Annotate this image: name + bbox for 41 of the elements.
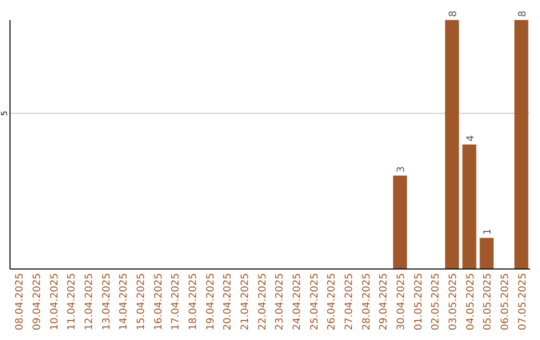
x-tick-label: 07.05.2025 — [517, 273, 528, 330]
x-tick-label: 10.04.2025 — [49, 273, 60, 330]
bar — [514, 20, 528, 269]
x-tick-label: 29.04.2025 — [378, 273, 390, 330]
x-tick-label: 12.04.2025 — [84, 273, 95, 330]
x-tick-label: 18.04.2025 — [188, 273, 199, 330]
x-tick-label: 16.04.2025 — [153, 273, 164, 330]
x-tick-label: 23.04.2025 — [274, 273, 286, 330]
y-tick-label: 5 — [0, 110, 9, 116]
x-tick-label: 15.04.2025 — [136, 273, 147, 330]
x-tick-label: 19.04.2025 — [205, 273, 216, 330]
x-tick-label: 06.05.2025 — [500, 273, 511, 330]
x-tick-label: 30.04.2025 — [396, 273, 407, 330]
x-tick-label: 03.05.2025 — [448, 273, 459, 330]
x-tick-label: 14.04.2025 — [118, 273, 130, 330]
x-tick-label: 25.04.2025 — [309, 273, 320, 330]
x-tick-label: 04.05.2025 — [465, 273, 476, 330]
x-tick-label: 21.04.2025 — [240, 273, 251, 330]
x-tick-label: 17.04.2025 — [170, 273, 182, 330]
x-tick-label: 01.05.2025 — [413, 273, 424, 330]
bar — [393, 176, 407, 269]
data-label: 1 — [482, 228, 494, 235]
x-tick-label: 13.04.2025 — [101, 273, 112, 330]
x-tick-label: 11.04.2025 — [66, 273, 78, 330]
x-tick-label: 09.04.2025 — [32, 273, 43, 330]
data-label: 3 — [396, 166, 407, 173]
x-tick-label: 27.04.2025 — [344, 273, 355, 330]
x-tick-label: 24.04.2025 — [292, 273, 303, 330]
x-tick-label: 20.04.2025 — [222, 273, 234, 330]
x-tick-label: 22.04.2025 — [257, 273, 268, 330]
x-tick-label: 28.04.2025 — [361, 273, 372, 330]
bar — [480, 238, 494, 269]
x-tick-label: 08.04.2025 — [14, 273, 26, 330]
x-tick-label: 05.05.2025 — [482, 273, 494, 330]
x-tick-label: 26.04.2025 — [326, 273, 338, 330]
data-label: 4 — [465, 135, 476, 142]
data-label: 8 — [517, 10, 528, 17]
x-tick-label: 02.05.2025 — [430, 273, 442, 330]
data-label: 8 — [448, 10, 459, 17]
bar — [445, 20, 459, 269]
bar — [462, 144, 476, 269]
